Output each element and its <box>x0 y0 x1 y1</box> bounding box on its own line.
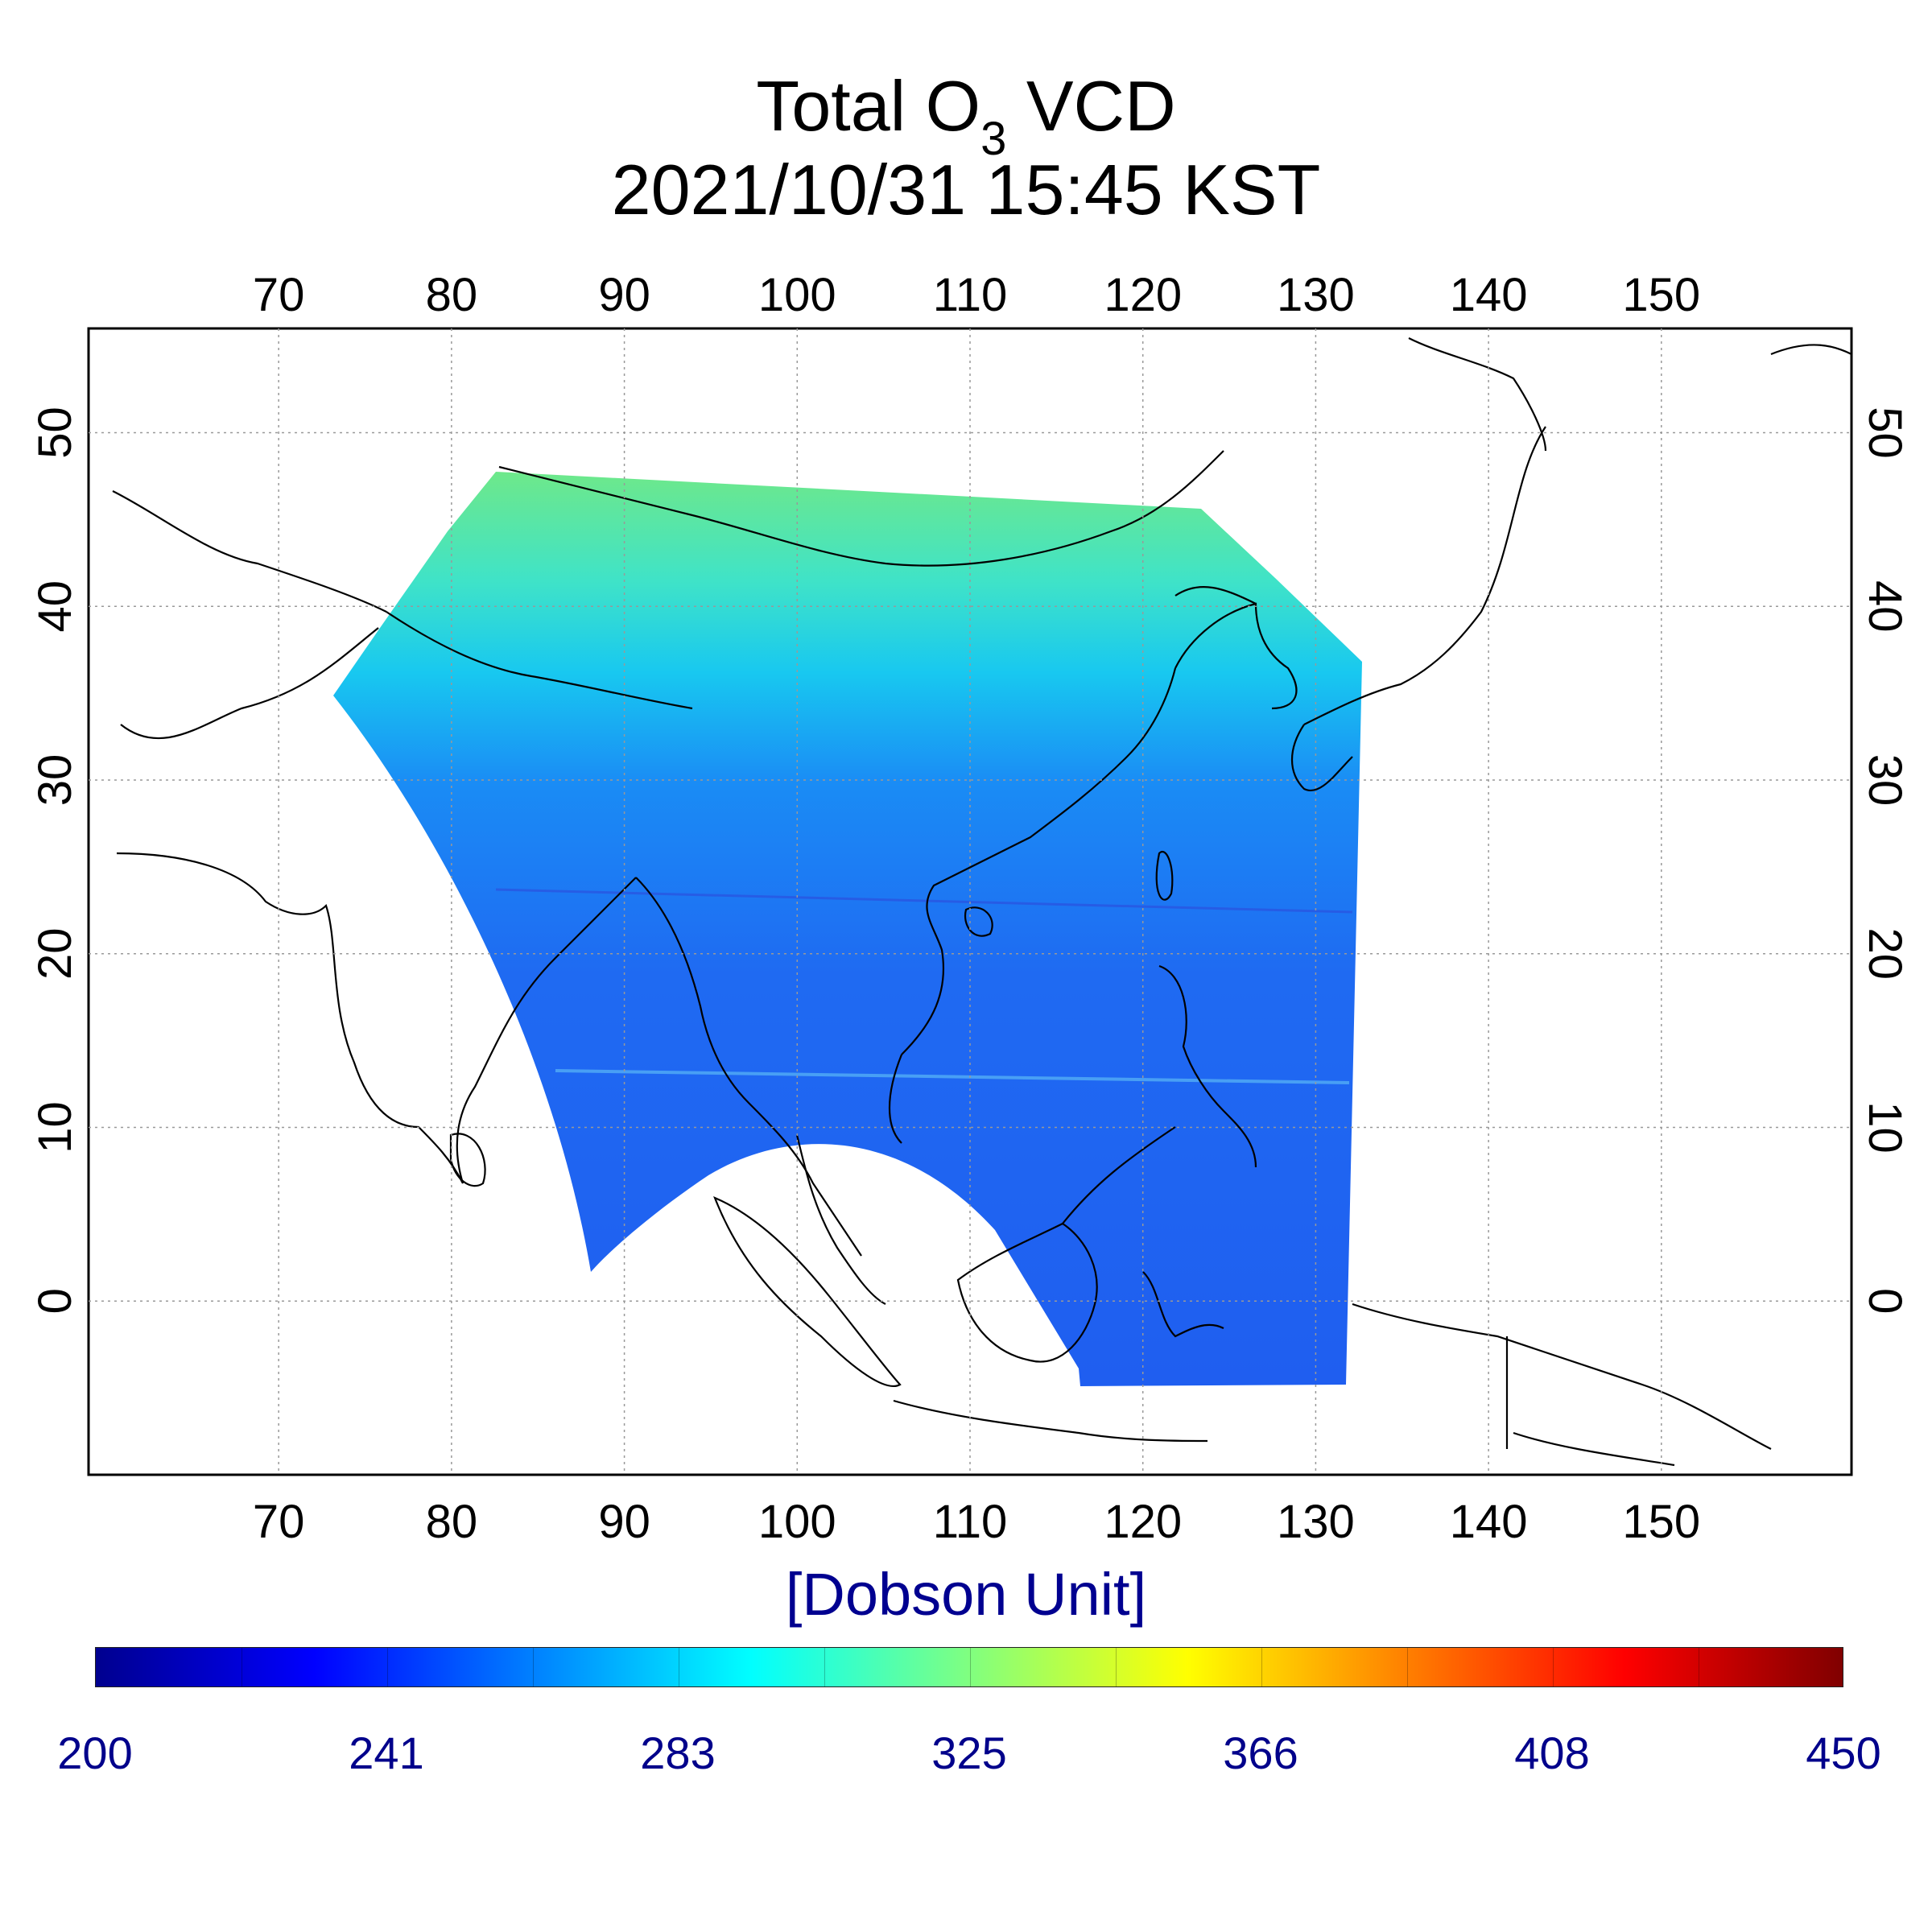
bottom-lon-tick-label: 70 <box>253 1496 305 1548</box>
colorbar-tick-label: 241 <box>349 1728 424 1778</box>
top-lon-tick-label: 110 <box>933 269 1007 321</box>
colorbar-tick-label: 325 <box>931 1728 1007 1778</box>
colorbar-segment-divider <box>824 1648 825 1686</box>
bottom-lon-tick-label: 80 <box>426 1496 478 1548</box>
left-lat-tick-label: 20 <box>29 927 81 980</box>
right-lat-tick-label: 40 <box>1859 580 1911 633</box>
right-lat-tick-label: 0 <box>1859 1288 1911 1314</box>
left-lat-tick-label: 10 <box>29 1101 81 1154</box>
left-lat-tick-label: 30 <box>29 754 81 807</box>
colorbar-tick-label: 366 <box>1223 1728 1298 1778</box>
title-subscript: 3 <box>980 113 1007 165</box>
bottom-lon-tick-label: 140 <box>1450 1496 1528 1548</box>
grid-lines <box>89 328 1852 1475</box>
bottom-lon-tick-label: 130 <box>1277 1496 1355 1548</box>
right-lat-tick-label: 30 <box>1859 754 1911 807</box>
bottom-lon-tick-label: 90 <box>598 1496 650 1548</box>
right-lat-tick-label: 10 <box>1859 1101 1911 1154</box>
top-lon-tick-label: 90 <box>598 269 650 321</box>
colorbar-label: [Dobson Unit] <box>785 1561 1147 1628</box>
left-lat-tick-label: 40 <box>29 580 81 633</box>
top-lon-tick-label: 140 <box>1450 269 1528 321</box>
colorbar-segment-divider <box>1116 1648 1117 1686</box>
coastlines <box>112 337 1852 1467</box>
ozone-swath <box>333 472 1362 1386</box>
colorbar-segment-divider <box>1553 1648 1554 1686</box>
colorbar-segment-divider <box>1261 1648 1262 1686</box>
bottom-lon-tick-label: 150 <box>1622 1496 1700 1548</box>
title-text-post: VCD <box>1006 66 1176 146</box>
bottom-lon-tick-label: 120 <box>1104 1496 1182 1548</box>
bottom-lon-tick-label: 110 <box>933 1496 1007 1548</box>
colorbar <box>95 1647 1843 1687</box>
top-lon-tick-label: 100 <box>758 269 836 321</box>
colorbar-tick-label: 408 <box>1514 1728 1590 1778</box>
top-lon-tick-label: 130 <box>1277 269 1355 321</box>
colorbar-segment-divider <box>970 1648 971 1686</box>
top-lon-tick-label: 120 <box>1104 269 1182 321</box>
colorbar-tick-label: 450 <box>1806 1728 1881 1778</box>
left-lat-tick-label: 50 <box>29 407 81 459</box>
top-lon-tick-label: 70 <box>253 269 305 321</box>
colorbar-segment-divider <box>533 1648 534 1686</box>
right-lat-tick-label: 20 <box>1859 927 1911 980</box>
top-lon-tick-label: 80 <box>426 269 478 321</box>
bottom-lon-tick-label: 100 <box>758 1496 836 1548</box>
right-lat-tick-label: 50 <box>1859 407 1911 459</box>
title-text-pre: Total O <box>756 66 981 146</box>
colorbar-segment-divider <box>1407 1648 1408 1686</box>
top-lon-tick-label: 150 <box>1622 269 1700 321</box>
left-lat-tick-label: 0 <box>29 1288 81 1314</box>
colorbar-segment-divider <box>387 1648 388 1686</box>
chart-title: Total O3 VCD <box>0 71 1932 163</box>
colorbar-tick-label: 283 <box>640 1728 716 1778</box>
colorbar-tick-label: 200 <box>57 1728 133 1778</box>
chart-subtitle-timestamp: 2021/10/31 15:45 KST <box>611 150 1321 229</box>
